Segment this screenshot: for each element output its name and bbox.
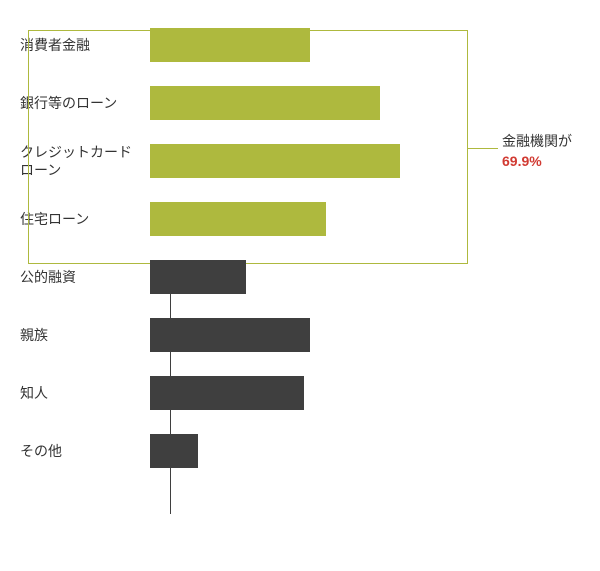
chart-row: クレジットカード ローン: [20, 136, 580, 186]
callout-text: 金融機関が 69.9%: [502, 132, 572, 171]
callout-connector: [468, 148, 498, 149]
chart-row: 親族: [20, 310, 580, 360]
bar: [150, 376, 304, 410]
bar: [150, 318, 310, 352]
chart-row: 公的融資: [20, 252, 580, 302]
bar-cell: [150, 28, 470, 62]
category-label: その他: [20, 442, 150, 460]
callout-percentage: 69.9%: [502, 153, 542, 169]
bar: [150, 86, 380, 120]
category-label: 銀行等のローン: [20, 94, 150, 112]
bar-cell: [150, 202, 470, 236]
callout-line1: 金融機関が: [502, 133, 572, 149]
bar-cell: [150, 318, 470, 352]
chart-row: 銀行等のローン: [20, 78, 580, 128]
bar-cell: [150, 434, 470, 468]
bar: [150, 434, 198, 468]
category-label: 住宅ローン: [20, 210, 150, 228]
category-label: 消費者金融: [20, 36, 150, 54]
bar-cell: [150, 260, 470, 294]
bar: [150, 28, 310, 62]
bar-chart: 消費者金融銀行等のローンクレジットカード ローン住宅ローン公的融資親族知人その他…: [20, 20, 580, 484]
chart-row: 知人: [20, 368, 580, 418]
category-label: 知人: [20, 384, 150, 402]
category-label: クレジットカード ローン: [20, 143, 150, 179]
chart-rows: 消費者金融銀行等のローンクレジットカード ローン住宅ローン公的融資親族知人その他: [20, 20, 580, 476]
bar: [150, 260, 246, 294]
bar-cell: [150, 376, 470, 410]
chart-row: その他: [20, 426, 580, 476]
bar: [150, 144, 400, 178]
chart-row: 住宅ローン: [20, 194, 580, 244]
bar-cell: [150, 144, 470, 178]
bar: [150, 202, 326, 236]
bar-cell: [150, 86, 470, 120]
chart-row: 消費者金融: [20, 20, 580, 70]
category-label: 親族: [20, 326, 150, 344]
category-label: 公的融資: [20, 268, 150, 286]
